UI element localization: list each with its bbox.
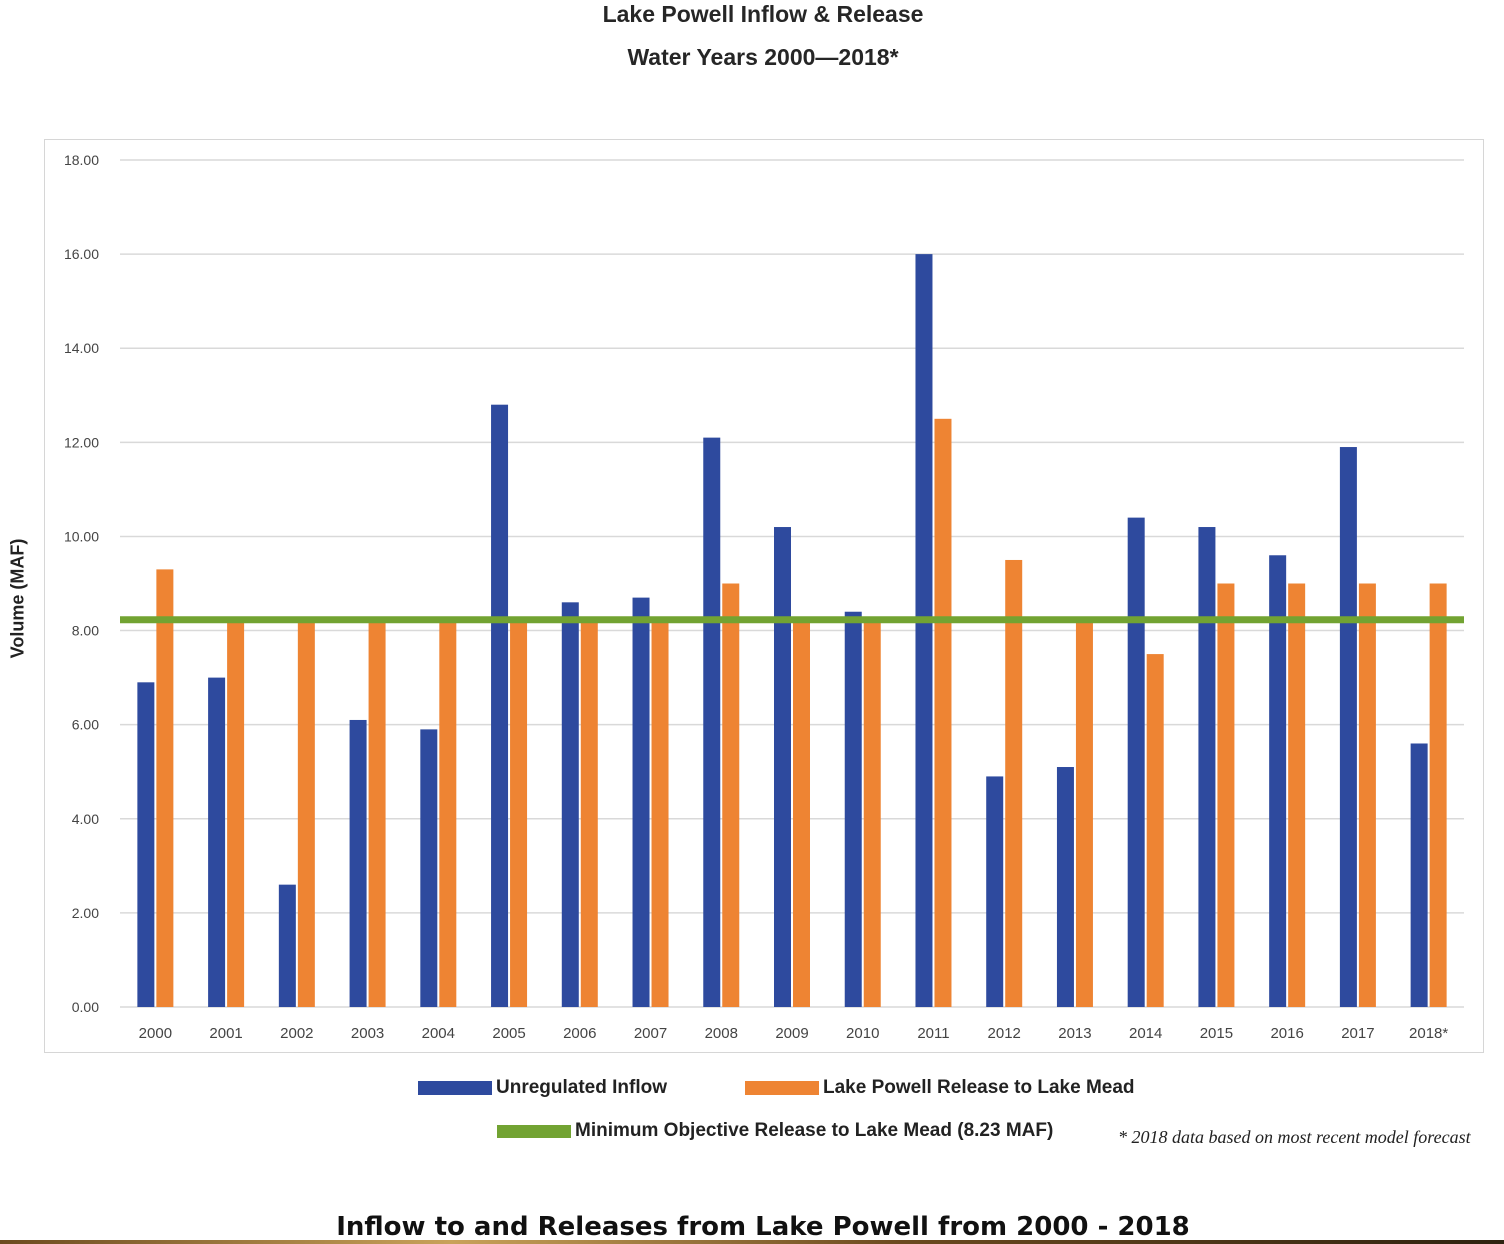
bar-release [1005, 559, 1023, 1007]
bar-release [510, 619, 528, 1007]
bar-inflow [986, 776, 1004, 1007]
x-tick-label: 2005 [492, 1025, 525, 1042]
bar-release [1217, 583, 1235, 1007]
y-tick-label: 6.00 [72, 717, 99, 733]
x-tick-label: 2008 [705, 1025, 738, 1042]
legend-swatch-release [745, 1081, 819, 1095]
bar-chart: 0.00 2.00 4.00 6.00 8.00 10.00 12.00 14.00 16.00… [64, 152, 1464, 1042]
bar-inflow [1198, 527, 1216, 1007]
bar-release [934, 418, 952, 1007]
x-tick-label: 2007 [634, 1025, 667, 1042]
x-tick-label: 2013 [1058, 1025, 1091, 1042]
x-tick-label: 2015 [1200, 1025, 1233, 1042]
bar-release [1288, 583, 1306, 1007]
x-tick-label: 2017 [1341, 1025, 1374, 1042]
bottom-border [0, 1240, 1504, 1244]
bar-release [368, 619, 386, 1007]
x-tick-label: 2003 [351, 1025, 384, 1042]
bar-release [297, 619, 315, 1007]
bar-inflow [208, 677, 226, 1007]
bar-inflow [774, 527, 791, 1007]
legend-item-unregulated-inflow: Unregulated Inflow [418, 1077, 667, 1099]
bar-release [1358, 583, 1376, 1007]
x-tick-label: 2016 [1270, 1025, 1303, 1042]
legend-label-inflow: Unregulated Inflow [496, 1077, 667, 1098]
bar-inflow [420, 729, 438, 1007]
y-tick-label: 10.00 [64, 528, 99, 544]
x-tick-label: 2004 [422, 1025, 455, 1042]
bar-release [722, 583, 740, 1007]
legend-item-minimum-objective: Minimum Objective Release to Lake Mead (… [497, 1120, 1053, 1142]
legend-swatch-minimum [497, 1124, 571, 1138]
x-tick-label: 2001 [209, 1025, 242, 1042]
chart-subtitle: Water Years 2000—2018* [627, 44, 899, 70]
x-tick-label: 2000 [139, 1025, 172, 1042]
bar-release [580, 619, 598, 1007]
bar-inflow [1127, 517, 1145, 1007]
bar-inflow [1339, 447, 1357, 1007]
y-tick-label: 4.00 [72, 811, 99, 827]
x-tick-label: 2006 [563, 1025, 596, 1042]
x-tick-label: 2014 [1129, 1025, 1162, 1042]
bar-release [156, 569, 174, 1007]
y-axis-label: Volume (MAF) [7, 538, 28, 659]
footnote: * 2018 data based on most recent model f… [1118, 1127, 1471, 1147]
plot-area [44, 139, 1484, 1053]
bar-release [1075, 619, 1093, 1007]
bar-release [439, 619, 457, 1007]
bar-inflow [137, 682, 155, 1007]
bar-inflow [1056, 767, 1074, 1007]
legend-item-release: Lake Powell Release to Lake Mead [745, 1077, 1135, 1099]
bar-inflow [1410, 743, 1428, 1007]
legend-label-release: Lake Powell Release to Lake Mead [823, 1077, 1135, 1098]
bar-release [1146, 654, 1164, 1007]
y-tick-label: 8.00 [72, 623, 99, 639]
bar-inflow [349, 719, 367, 1007]
bar-inflow [632, 597, 650, 1007]
bar-inflow [703, 437, 721, 1007]
x-tick-label: 2018* [1409, 1025, 1448, 1042]
x-tick-label: 2010 [846, 1025, 879, 1042]
chart-title: Lake Powell Inflow & Release [602, 1, 924, 27]
y-tick-label: 2.00 [72, 905, 99, 921]
legend-label-minimum: Minimum Objective Release to Lake Mead (… [575, 1120, 1054, 1141]
x-tick-label: 2011 [917, 1025, 949, 1042]
bar-inflow [1269, 555, 1287, 1007]
bar-inflow [844, 611, 862, 1007]
x-tick-label: 2012 [988, 1025, 1021, 1042]
y-tick-label: 14.00 [64, 340, 99, 356]
bar-release [863, 619, 881, 1007]
bar-release [793, 619, 810, 1007]
y-tick-label: 18.00 [64, 152, 99, 168]
y-tick-label: 12.00 [64, 434, 99, 450]
x-tick-label: 2002 [280, 1025, 313, 1042]
bar-inflow [491, 404, 509, 1007]
y-tick-label: 16.00 [64, 246, 99, 262]
bar-inflow [915, 254, 933, 1008]
legend-swatch-inflow [418, 1081, 492, 1095]
figure-caption: Inflow to and Releases from Lake Powell … [336, 1212, 1190, 1242]
y-tick-label: 0.00 [72, 999, 99, 1015]
x-tick-label: 2009 [775, 1025, 808, 1042]
bar-inflow [278, 884, 296, 1007]
bar-release [227, 619, 245, 1007]
bar-release [1429, 583, 1447, 1007]
bar-inflow [561, 602, 579, 1007]
bar-release [651, 619, 669, 1007]
